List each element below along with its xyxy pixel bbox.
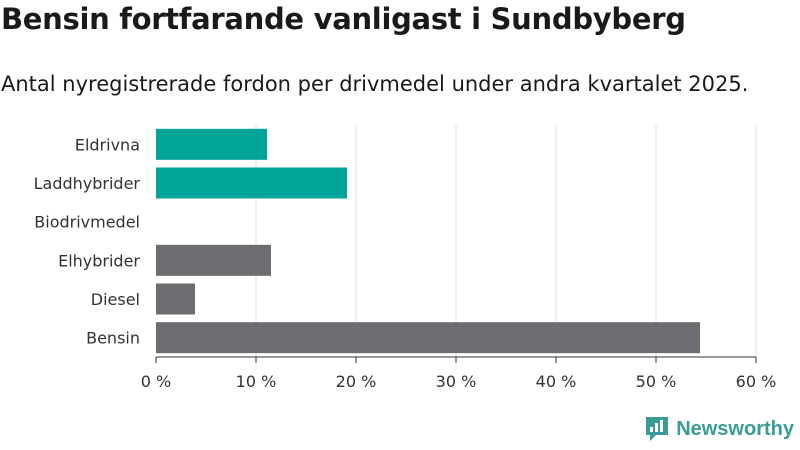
category-label: Biodrivmedel [34, 213, 140, 232]
brand-name: Newsworthy [676, 417, 794, 440]
category-label: Bensin [86, 329, 140, 348]
brand-logo: Newsworthy [644, 415, 794, 443]
category-label: Diesel [91, 290, 140, 309]
x-tick-label: 50 % [636, 372, 677, 391]
x-tick-label: 60 % [736, 372, 777, 391]
category-label: Laddhybrider [34, 174, 141, 193]
x-tick-label: 10 % [236, 372, 277, 391]
bar [156, 128, 267, 160]
bar [156, 167, 347, 199]
chart-subtitle: Antal nyregistrerade fordon per drivmede… [1, 72, 749, 96]
newsworthy-logo-icon [646, 417, 669, 441]
x-tick-label: 20 % [336, 372, 377, 391]
bar-chart: Eldrivna Laddhybrider Biodrivmedel Elhybrid… [34, 125, 777, 391]
chart-title: Bensin fortfarande vanligast i Sundbyber… [1, 2, 686, 36]
category-label: Elhybrider [58, 251, 140, 270]
category-label: Eldrivna [75, 135, 140, 154]
x-tick-label: 0 % [141, 372, 171, 391]
bar [156, 322, 700, 354]
x-tick-label: 30 % [436, 372, 477, 391]
x-tick-label: 40 % [536, 372, 577, 391]
bar [156, 244, 271, 276]
bar [156, 283, 195, 315]
